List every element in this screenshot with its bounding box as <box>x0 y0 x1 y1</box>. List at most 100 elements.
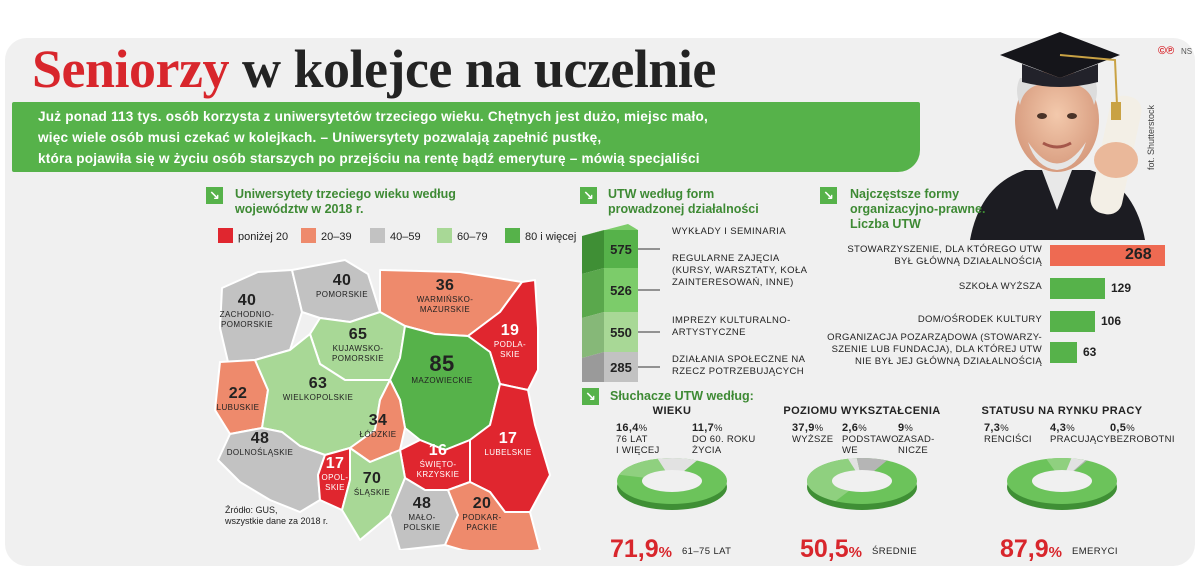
region-name: ZACHODNIO- <box>219 310 275 319</box>
students-title: Słuchacze UTW według: <box>610 389 754 403</box>
legal-bar-value: 268 <box>1125 246 1152 263</box>
students-arrow-icon: ↘ <box>582 388 599 405</box>
donut-label: 37,9% WYŻSZE <box>792 422 834 446</box>
region-name: KUJAWSKO- <box>332 344 384 353</box>
senior-graduate-photo <box>970 32 1145 240</box>
region-value: 17 <box>325 455 345 472</box>
donut-title: WIEKU <box>652 405 692 417</box>
forms-label: WYKŁADY I SEMINARIA <box>672 226 787 237</box>
donut-hole <box>1032 470 1092 492</box>
donut-label: 2,6% PODSTAWO- WE <box>842 422 903 457</box>
legal-bar <box>1050 245 1165 266</box>
legend-swatch <box>437 228 452 243</box>
source-line-2: wszystkie dane za 2018 r. <box>225 516 329 526</box>
forms-label: IMPREZY KULTURALNO-ARTYSTYCZNE <box>672 315 791 338</box>
legal-bar <box>1050 278 1105 299</box>
donut-chart <box>617 458 727 510</box>
region-label-śląskie: 70 ŚLĄSKIE <box>332 470 412 498</box>
legend-item: 60–79 <box>437 228 488 243</box>
forms-stack-chart: 575 526 550 285 <box>582 224 660 382</box>
legal-bar <box>1050 342 1077 363</box>
region-value: 40 <box>332 272 352 289</box>
lead-line-2: więc wiele osób musi czekać w kolejkach.… <box>38 130 602 145</box>
donut-label: 9% ZASAD- NICZE <box>898 422 935 457</box>
region-name: ŚLĄSKIE <box>353 488 391 497</box>
region-value: 36 <box>435 277 455 294</box>
forms-value: 575 <box>610 242 632 257</box>
lead-line-3: która pojawiła się w życiu osób starszyc… <box>38 151 700 166</box>
region-value: 20 <box>472 495 492 512</box>
donut-title: STATUSU NA RYNKU PRACY <box>981 405 1143 417</box>
legend-label: 20–39 <box>321 231 352 243</box>
region-value: 65 <box>348 326 368 343</box>
forms-segment <box>604 268 638 312</box>
donut-hole <box>642 470 702 492</box>
donut-slice <box>657 458 697 481</box>
forms-title: UTW według form prowadzonej działalności <box>608 187 759 216</box>
region-label-świętokrzyskie: 16 ŚWIĘTO- KRZYSKIE <box>398 442 478 480</box>
donut-main-value: 50,5% <box>800 535 863 563</box>
donut-slice <box>1046 458 1072 481</box>
region-name: POMORSKIE <box>331 354 385 363</box>
region-value: 63 <box>308 375 328 392</box>
forms-value: 285 <box>610 360 632 375</box>
legend-label: 40–59 <box>390 231 421 243</box>
legend-swatch <box>218 228 233 243</box>
donut-main-caption: EMERYCI <box>1072 546 1118 557</box>
legend-swatch <box>505 228 520 243</box>
region-label-pomorskie: 40 POMORSKIE <box>302 272 382 300</box>
region-name: PODLA- <box>493 340 527 349</box>
map-arrow-icon: ↘ <box>206 187 223 204</box>
region-name: POMORSKIE <box>220 320 274 329</box>
forms-arrow-icon: ↘ <box>580 187 597 204</box>
legal-title: Najczęstsze formy organizacyjno-prawne. … <box>850 187 986 231</box>
lead-banner: Już ponad 113 tys. osób korzysta z uniwe… <box>12 102 920 172</box>
region-name: KRZYSKIE <box>416 470 460 479</box>
forms-segment-top <box>582 224 638 236</box>
forms-value: 526 <box>610 283 632 298</box>
region-name: OPOL- <box>321 473 349 482</box>
region-label-małopolskie: 48 MAŁO- POLSKIE <box>382 495 462 533</box>
region-value: 48 <box>412 495 432 512</box>
region-name: SKIE <box>325 483 345 492</box>
legal-bar-label: SZKOŁA WYŻSZA <box>958 281 1042 292</box>
forms-segment-side <box>582 352 604 382</box>
donut-chart <box>807 458 917 510</box>
donut-label: 7,3% RENCIŚCI <box>984 422 1032 446</box>
region-name: ŁÓDZKIE <box>359 430 397 439</box>
donut-main-value: 71,9% <box>610 535 673 563</box>
copyright-tag: NS <box>1181 47 1193 56</box>
region-name: SKIE <box>500 350 520 359</box>
region-name: LUBELSKIE <box>484 448 532 457</box>
region-name: POLSKIE <box>403 523 441 532</box>
legal-bar-label: ORGANIZACJA POZARZĄDOWA (STOWARZY- SZENIE… <box>827 332 1042 367</box>
legend-swatch <box>370 228 385 243</box>
region-name: WARMIŃSKO- <box>416 295 474 304</box>
region-label-łódzkie: 34 ŁÓDZKIE <box>338 412 418 440</box>
donut-main-caption: 61–75 LAT <box>682 546 732 557</box>
forms-segment-side <box>582 312 604 358</box>
forms-label: DZIAŁANIA SPOŁECZNE NA RZECZ POTRZEBUJĄC… <box>672 354 805 377</box>
region-label-lubuskie: 22 LUBUSKIE <box>198 385 278 413</box>
donut-title: POZIOMU WYKSZTAŁCENIA <box>783 405 941 417</box>
region-label-wielkopolskie: 63 WIELKOPOLSKIE <box>278 375 358 403</box>
region-name: MAŁO- <box>408 513 436 522</box>
region-name: LUBUSKIE <box>216 403 260 412</box>
title-highlight: Seniorzy <box>32 39 229 99</box>
photo-credit: fot. Shutterstock <box>1146 104 1156 170</box>
donut-hole <box>832 470 892 492</box>
legal-bar-value: 129 <box>1111 281 1132 295</box>
copyright-mark: ©℗ <box>1158 45 1175 57</box>
region-name: WIELKOPOLSKIE <box>282 393 354 402</box>
legal-bar <box>1050 311 1095 332</box>
region-value: 17 <box>498 430 518 447</box>
donut-label: 0,5% BEZROBOTNI <box>1110 422 1175 446</box>
region-value: 22 <box>228 385 248 402</box>
forms-value: 550 <box>610 325 632 340</box>
region-label-kujawsko-pomorskie: 65 KUJAWSKO- POMORSKIE <box>318 326 398 364</box>
region-name: MAZOWIECKIE <box>411 376 473 385</box>
legend-label: 60–79 <box>457 231 488 243</box>
region-name: PACKIE <box>466 523 498 532</box>
region-label-lubelskie: 17 LUBELSKIE <box>468 430 548 458</box>
source-line-1: Źródło: GUS, <box>225 505 278 515</box>
